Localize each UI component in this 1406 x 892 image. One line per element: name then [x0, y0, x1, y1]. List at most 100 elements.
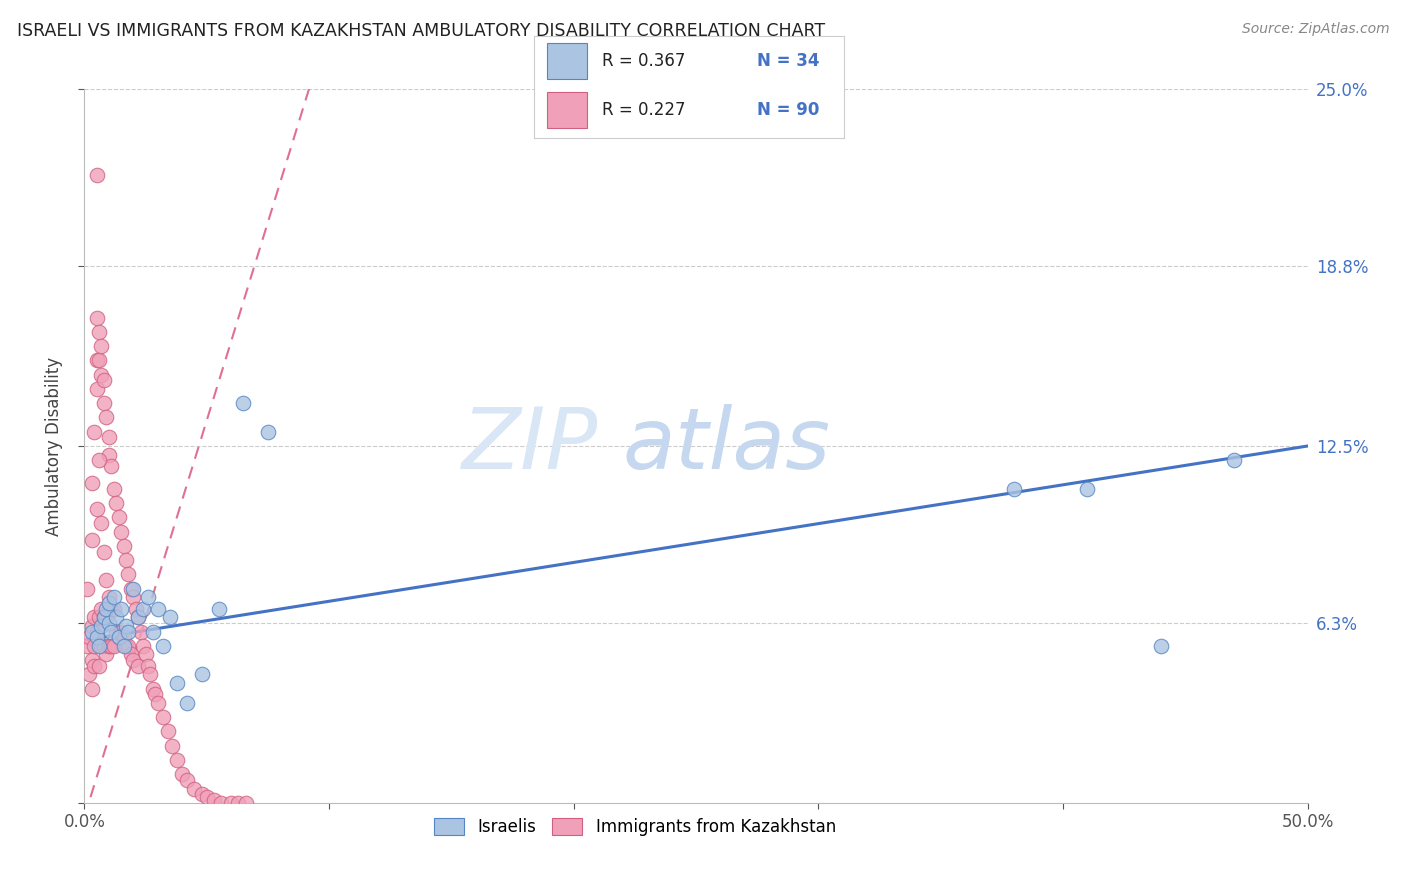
Point [97, 591, 120, 605]
Point [86, 353, 108, 368]
Point [139, 667, 162, 681]
Point [80, 624, 103, 639]
Point [86, 382, 108, 396]
Point [97, 448, 120, 462]
Point [166, 676, 188, 690]
Point [122, 653, 145, 667]
Point [100, 601, 122, 615]
Point [112, 639, 135, 653]
Legend: Israelis, Immigrants from Kazakhstan: Israelis, Immigrants from Kazakhstan [425, 810, 845, 845]
Point [97, 596, 120, 610]
Point [86, 624, 108, 639]
Point [191, 787, 214, 801]
Point [96, 601, 118, 615]
Point [87, 639, 110, 653]
Text: Source: ZipAtlas.com: Source: ZipAtlas.com [1241, 22, 1389, 37]
Point [86, 501, 108, 516]
Point [100, 458, 122, 473]
Point [202, 793, 225, 807]
Point [100, 639, 122, 653]
Point [107, 630, 129, 644]
Point [142, 624, 165, 639]
Point [117, 624, 139, 639]
Point [80, 476, 103, 491]
FancyBboxPatch shape [547, 92, 586, 128]
Point [80, 619, 103, 633]
Point [135, 648, 157, 662]
Text: N = 90: N = 90 [756, 101, 820, 119]
Point [90, 339, 112, 353]
Point [87, 610, 110, 624]
Point [1002, 482, 1025, 496]
Point [86, 310, 108, 325]
Point [105, 496, 128, 510]
Point [103, 482, 125, 496]
Point [120, 648, 142, 662]
Point [93, 544, 115, 558]
Text: R = 0.227: R = 0.227 [602, 101, 686, 119]
Point [90, 639, 112, 653]
Point [110, 524, 132, 539]
Point [93, 639, 115, 653]
Point [112, 539, 135, 553]
Point [156, 724, 179, 739]
Point [127, 610, 149, 624]
Point [136, 658, 159, 673]
Point [228, 796, 250, 810]
Text: ZIP: ZIP [461, 404, 598, 488]
Point [96, 410, 118, 425]
Point [127, 658, 149, 673]
Point [142, 681, 165, 696]
Point [93, 396, 115, 410]
Point [146, 696, 169, 710]
Point [83, 425, 105, 439]
Point [1223, 453, 1246, 467]
Point [195, 790, 218, 805]
Point [1150, 639, 1173, 653]
Point [96, 610, 118, 624]
Point [77, 630, 100, 644]
FancyBboxPatch shape [547, 43, 586, 78]
Point [232, 396, 254, 410]
Point [80, 533, 103, 548]
Point [143, 687, 166, 701]
Point [83, 610, 105, 624]
Point [183, 781, 205, 796]
Text: N = 34: N = 34 [756, 52, 820, 70]
Point [76, 639, 98, 653]
Point [86, 630, 108, 644]
Point [86, 168, 108, 182]
Point [97, 639, 120, 653]
Point [80, 653, 103, 667]
Point [127, 610, 149, 624]
Point [117, 567, 139, 582]
Point [90, 619, 112, 633]
Point [115, 553, 138, 567]
Text: atlas: atlas [623, 404, 831, 488]
Point [136, 591, 159, 605]
Point [96, 648, 118, 662]
Y-axis label: Ambulatory Disability: Ambulatory Disability [45, 357, 63, 535]
Point [77, 667, 100, 681]
Text: ISRAELI VS IMMIGRANTS FROM KAZAKHSTAN AMBULATORY DISABILITY CORRELATION CHART: ISRAELI VS IMMIGRANTS FROM KAZAKHSTAN AM… [17, 22, 825, 40]
Point [115, 639, 138, 653]
Point [87, 453, 110, 467]
Point [110, 601, 132, 615]
Point [162, 739, 184, 753]
Point [96, 573, 118, 587]
Point [76, 582, 98, 596]
Point [112, 630, 135, 644]
Point [87, 658, 110, 673]
Point [80, 681, 103, 696]
Point [209, 796, 232, 810]
Point [87, 353, 110, 368]
Point [235, 796, 257, 810]
Point [115, 619, 138, 633]
Point [103, 639, 125, 653]
Point [87, 325, 110, 339]
Text: R = 0.367: R = 0.367 [602, 52, 686, 70]
Point [103, 601, 125, 615]
Point [122, 582, 145, 596]
Point [97, 430, 120, 444]
Point [132, 639, 155, 653]
